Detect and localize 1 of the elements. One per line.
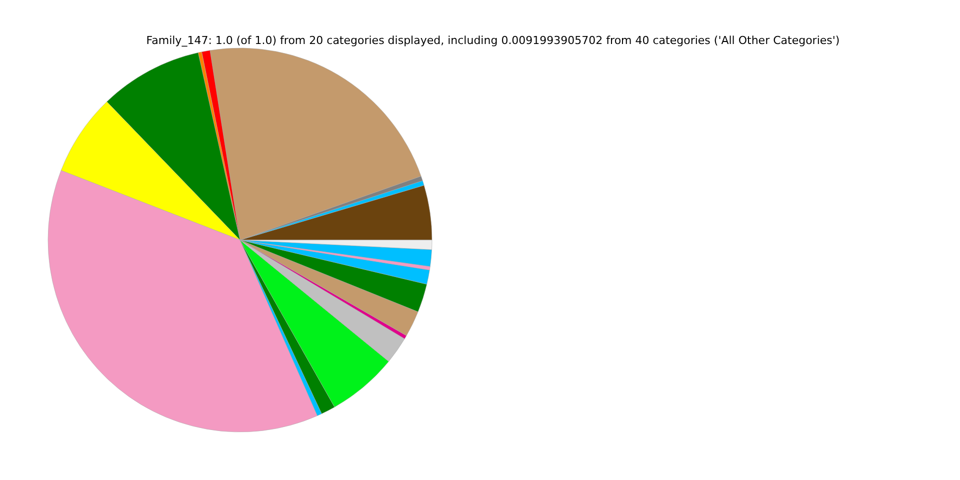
text: Family_147: 1.0 (of 1.0) from 20 categories displayed, including 0.0091993905702 from 40 categories ('All Other Categories') bbox=[146, 34, 840, 47]
